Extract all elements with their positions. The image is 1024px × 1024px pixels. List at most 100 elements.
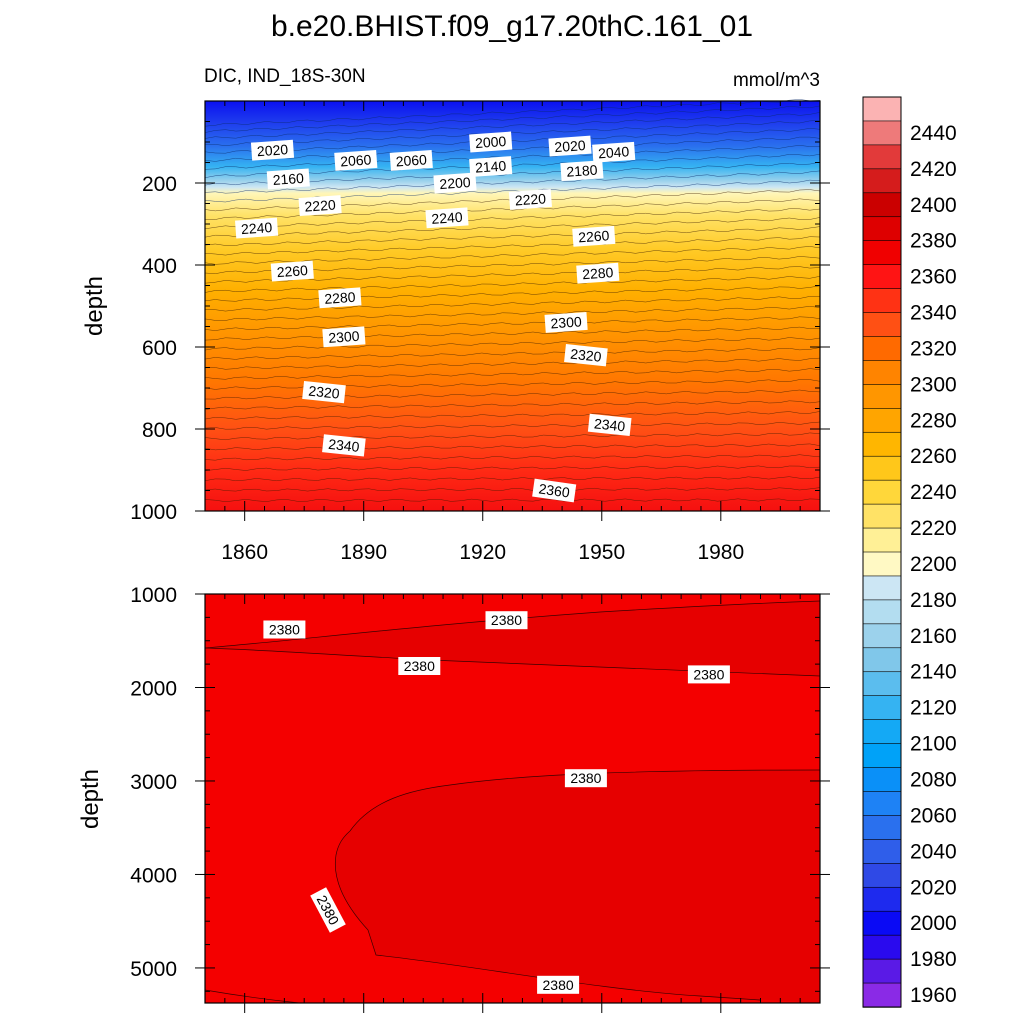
- colorbar-label: 2280: [910, 409, 957, 432]
- contour-label: 2380: [537, 975, 580, 994]
- colorbar-swatch: [862, 982, 902, 1008]
- contour-label: 2240: [235, 217, 279, 239]
- colorbar-frame: [862, 96, 902, 1008]
- contour-label: 2240: [425, 207, 469, 229]
- contour-label-text: 2200: [439, 174, 471, 192]
- contour-label: 2320: [564, 344, 608, 367]
- y-tick-label: 400: [142, 255, 177, 278]
- contour-label-box: [398, 657, 441, 675]
- contour-line: [204, 476, 821, 482]
- contour-label-box: [469, 131, 513, 153]
- contour-label-box: [485, 611, 528, 630]
- contour-line: [204, 105, 821, 133]
- colorbar-label: 2160: [910, 625, 957, 648]
- contour-line: [204, 368, 821, 380]
- colorbar-label: 2180: [910, 589, 957, 612]
- contour-label-box: [235, 217, 279, 239]
- colorbar-swatch: [862, 455, 902, 481]
- contour-label-box: [537, 975, 580, 994]
- contour-label-box: [334, 149, 378, 171]
- contour-label-text: 2160: [272, 170, 304, 188]
- contour-label: 2160: [266, 168, 310, 190]
- contour-label-box: [548, 135, 592, 157]
- y-tick-label: 1000: [130, 584, 177, 607]
- contour-line: [204, 296, 821, 312]
- colorbar-label: 2220: [910, 517, 957, 540]
- contour-label: 2180: [560, 160, 604, 182]
- contour-label-box: [263, 620, 306, 639]
- contour-label: 2380: [263, 620, 306, 639]
- contour-label-box: [572, 225, 616, 247]
- colorbar-swatch: [862, 623, 902, 649]
- colorbar-swatch: [862, 791, 902, 817]
- contour-label-box: [544, 311, 588, 333]
- colorbar-label: 2040: [910, 840, 957, 863]
- contour-line: [204, 487, 821, 492]
- contour-label-box: [564, 769, 607, 788]
- contour-label-box: [298, 195, 342, 217]
- contour-label: 2020: [250, 139, 295, 161]
- y-tick-label: 2000: [130, 677, 177, 700]
- contour-label: 2300: [322, 326, 366, 348]
- contour-label: 2300: [544, 311, 588, 333]
- colorbar-swatch: [862, 647, 902, 673]
- contour-label-text: 2180: [566, 162, 598, 180]
- contour-label-box: [433, 172, 477, 194]
- contour-line: [204, 208, 821, 230]
- colorbar-label: 2400: [910, 194, 957, 217]
- contour-line: [204, 246, 821, 265]
- contour-label: 2260: [572, 225, 616, 247]
- contour-label-box: [560, 160, 604, 182]
- contour-label-box: [270, 260, 314, 282]
- contour-line: [204, 498, 821, 502]
- colorbar-label: 2260: [910, 445, 957, 468]
- contour-label: 2320: [302, 380, 346, 404]
- contour-label-box: [532, 478, 577, 503]
- contour-label-box: [389, 149, 433, 171]
- contour-label: 2260: [270, 260, 314, 282]
- lower-y-axis-title: depth: [77, 769, 104, 829]
- contour-label: 2360: [532, 478, 577, 503]
- upper-contour-labels: 2020 2060 2060 2000 2020 2040 2160 2140 2180 2200…: [235, 131, 636, 503]
- colorbar-swatch: [862, 910, 902, 936]
- contour-label-text: 2340: [328, 436, 361, 455]
- contour-label-text: 2380: [491, 612, 522, 628]
- colorbar-swatch: [862, 360, 902, 386]
- lower-axis-ticks: 1000 2000 3000 4000 5000: [130, 584, 830, 1013]
- contour-label: 2000: [469, 131, 513, 153]
- colorbar-label: 2020: [910, 876, 957, 899]
- contour-label-text: 2300: [328, 328, 360, 346]
- contour-line: [204, 316, 821, 331]
- contour-label-box: [469, 156, 513, 178]
- colorbar-swatch: [862, 575, 902, 601]
- x-tick-label: 1890: [340, 541, 387, 564]
- contour-label-text: 2280: [324, 289, 356, 307]
- contour-label-text: 2320: [308, 383, 341, 402]
- colorbar-label: 2120: [910, 697, 957, 720]
- contour-label-text: 2260: [276, 262, 308, 280]
- lower-plot-frame: [204, 593, 821, 1004]
- contour-label-text: 2380: [404, 658, 435, 674]
- contour-label: 2280: [318, 287, 362, 309]
- contour-label-text: 2380: [570, 770, 601, 786]
- contour-label-box: [322, 434, 366, 457]
- colorbar-label: 2340: [910, 302, 957, 325]
- contour-label-text: 2240: [241, 219, 273, 237]
- contour-line: [204, 306, 821, 321]
- x-tick-label: 1980: [697, 541, 744, 564]
- colorbar-swatch: [862, 408, 902, 433]
- contour-line: [204, 347, 821, 360]
- colorbar-swatch: [862, 288, 902, 314]
- colorbar-swatch: [862, 431, 902, 457]
- contour-label: 2060: [389, 149, 433, 171]
- contour-label: 2200: [433, 172, 477, 194]
- colorbar-swatch: [862, 240, 902, 266]
- contour-label-text: 2220: [304, 197, 336, 215]
- colorbar-swatch: [862, 719, 902, 745]
- contour-line: [204, 465, 821, 471]
- contour-line: [204, 236, 821, 256]
- colorbar-swatch: [862, 743, 902, 769]
- lower-deep-region: [335, 770, 820, 1003]
- colorbar-swatch: [862, 815, 902, 841]
